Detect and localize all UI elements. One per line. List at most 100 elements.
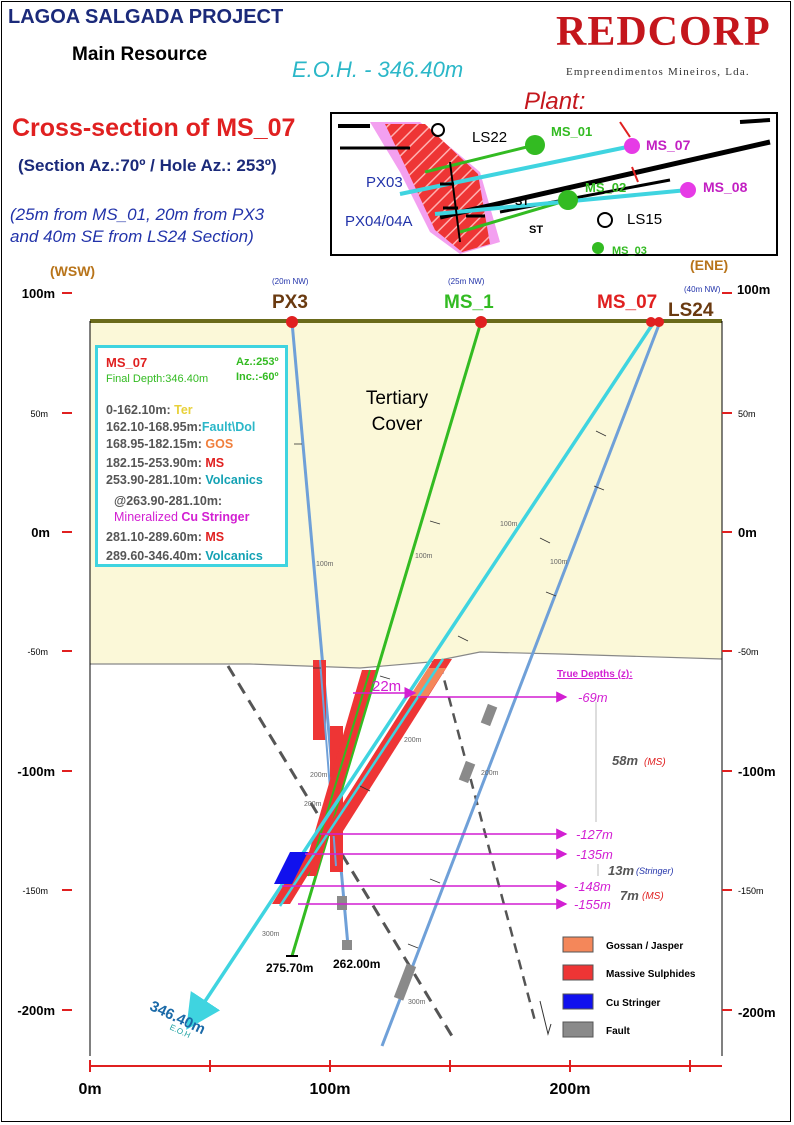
true-depth: -127m	[576, 827, 613, 842]
ls24-fault-1	[480, 703, 498, 727]
thick-58-unit: (MS)	[644, 757, 666, 768]
cross-section: 100m 100m 100m 100m 200m 200m 200m 200m …	[17, 257, 776, 1098]
map-legend: Gossan / Jasper Massive Sulphides Cu Str…	[562, 936, 696, 1038]
y-label: -200m	[17, 1003, 55, 1018]
tick-label: 300m	[262, 931, 280, 938]
thick-58: 58m	[612, 753, 638, 768]
hole-ticks	[294, 430, 607, 949]
y-label: 100m	[22, 286, 55, 301]
px3-ms-interval	[313, 660, 326, 740]
project-title: LAGOA SALGADA PROJECT	[8, 6, 284, 28]
plant-ms01-collar	[525, 135, 545, 155]
hole-tick-labels: 100m 100m 100m 100m 200m 200m 200m 200m …	[262, 521, 568, 1006]
ms07-trace	[186, 321, 656, 1030]
log-range: 182.15-253.90m:	[106, 456, 202, 470]
legend-swatch-ms	[562, 964, 594, 981]
log-row: @263.90-281.10m:	[114, 494, 222, 508]
legend-swatch-gossan	[562, 936, 594, 953]
y-label: 100m	[737, 282, 770, 297]
ms1-trace-inner	[307, 669, 371, 877]
tick-label: 200m	[310, 772, 328, 779]
y-axis-ticks	[62, 292, 732, 1011]
y-label: -50m	[27, 647, 48, 657]
ls24-depth: 262.00m	[333, 957, 380, 971]
ms1-trace	[290, 321, 483, 957]
ms07-collar	[646, 317, 656, 327]
plant-ls15-collar	[597, 212, 613, 228]
log-row: 182.15-253.90m: MS	[106, 456, 224, 470]
ls24-note: (40m NW)	[684, 285, 721, 294]
plant-label-ls22: LS22	[472, 129, 507, 146]
log-unit: Volcanics	[205, 473, 263, 487]
ms1-label: MS_1	[444, 292, 494, 313]
tertiary-label: Tertiary	[366, 388, 429, 409]
log-row: 289.60-346.40m: Volcanics	[106, 549, 263, 563]
plant-label-ms07: MS_07	[646, 137, 691, 153]
true-depth: -155m	[574, 897, 611, 912]
log-unit: Volcanics	[205, 549, 263, 563]
fault-arrow	[539, 1000, 552, 1036]
tick-label: 100m	[500, 521, 518, 528]
section-azimuth: (Section Az.:70º / Hole Az.: 253º)	[18, 156, 277, 175]
page-subtitle: Main Resource	[72, 44, 208, 65]
plant-label-ms02: MS_02	[585, 180, 626, 195]
plant-label-ls15: LS15	[627, 211, 662, 228]
ms1-note: (25m NW)	[448, 277, 485, 286]
section-note-line2: and 40m SE from LS24 Section)	[10, 227, 254, 246]
x-label: 200m	[550, 1081, 591, 1098]
plant-ms01-trace	[424, 143, 536, 174]
true-depth-values: -69m -127m -135m -148m -155m	[574, 690, 613, 912]
y-label: -100m	[738, 764, 776, 779]
drill-log-box: MS_07 Az.:253º Final Depth:346.40m Inc.:…	[95, 345, 288, 567]
ms07-stringer-interval	[274, 852, 308, 884]
log-range: 289.60-346.40m:	[106, 549, 202, 563]
plant-ms08-collar	[680, 182, 696, 198]
ls24-fault-3	[393, 963, 417, 1001]
log-hole: MS_07	[106, 355, 148, 370]
thick-7: 7m	[620, 888, 639, 903]
plant-ls22-collar	[431, 123, 445, 137]
legend-label: Cu Stringer	[606, 998, 661, 1009]
plant-label: Plant:	[524, 88, 586, 115]
ms1-collar	[475, 316, 487, 328]
section-title: Cross-section of MS_07	[12, 114, 296, 142]
log-unit: MS	[205, 456, 225, 470]
log-unit: Cu Stringer	[181, 510, 250, 524]
plant-label-px03: PX03	[366, 174, 403, 191]
plant-ms03-collar	[592, 242, 604, 254]
log-inc: Inc.:-60º	[236, 371, 279, 383]
log-row: 253.90-281.10m: Volcanics	[106, 473, 263, 487]
tick-label: 200m	[481, 770, 499, 777]
y-label: -150m	[738, 886, 764, 896]
y-label: -200m	[738, 1005, 776, 1020]
log-unit: Ter	[174, 403, 193, 417]
plant-ms08-marker	[631, 166, 639, 183]
legend-label: Massive Sulphides	[606, 969, 696, 980]
legend-label: Gossan / Jasper	[606, 941, 683, 952]
plant-ms07-trace	[399, 144, 633, 196]
true-depth-arrows	[282, 691, 568, 910]
log-range: 0-162.10m:	[106, 403, 171, 417]
tick-label: 100m	[550, 559, 568, 566]
px3-note: (20m NW)	[272, 277, 309, 286]
px3-end-marker	[342, 940, 352, 950]
plant-label-ms01: MS_01	[551, 124, 592, 139]
x-label: 100m	[310, 1081, 351, 1098]
true-depth: -135m	[576, 847, 613, 862]
true-depth: -148m	[574, 879, 611, 894]
ls24-trace	[380, 321, 662, 1047]
x-label: 0m	[78, 1081, 101, 1098]
log-row: Mineralized Cu Stringer	[114, 510, 249, 524]
plant-ms07-marker	[619, 121, 631, 138]
plant-label-px04: PX04/04A	[345, 213, 413, 230]
log-row: 162.10-168.95m:Fault\Dol	[106, 420, 255, 434]
legend-label: Fault	[606, 1026, 631, 1037]
log-unit: Fault\Dol	[201, 420, 256, 434]
y-axis-right: 100m 50m 0m -50m -100m -150m -200m	[737, 282, 776, 1020]
y-label: 0m	[738, 525, 757, 540]
dist-22m-label: 22m	[372, 678, 401, 695]
ls24-collar	[654, 317, 664, 327]
plant-label-ms08: MS_08	[703, 179, 748, 195]
true-depths-title: True Depths (z):	[557, 669, 633, 680]
